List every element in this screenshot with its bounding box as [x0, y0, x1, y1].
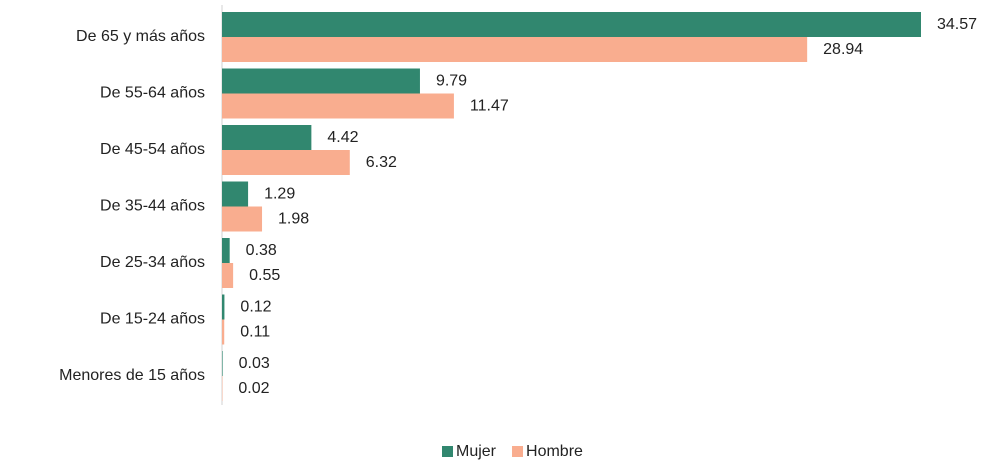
- category-label: De 55-64 años: [100, 85, 205, 102]
- value-label: 1.98: [278, 211, 309, 228]
- value-label: 1.29: [264, 186, 295, 203]
- value-label: 4.42: [327, 129, 358, 146]
- bar: [222, 181, 249, 207]
- value-label: 0.03: [239, 355, 270, 372]
- value-label: 28.94: [823, 41, 863, 58]
- value-label: 34.57: [937, 16, 977, 33]
- category-label: De 45-54 años: [100, 141, 205, 158]
- bar: [222, 238, 230, 263]
- value-label: 9.79: [436, 73, 467, 90]
- legend-label: Mujer: [456, 443, 497, 460]
- bar: [222, 125, 312, 150]
- bar: [222, 206, 263, 232]
- legend-swatch: [512, 446, 524, 457]
- category-label: Menores de 15 años: [59, 367, 205, 384]
- category-label: De 35-44 años: [100, 198, 205, 215]
- bar: [222, 150, 350, 175]
- category-label: De 65 y más años: [76, 28, 205, 45]
- category-label: De 25-34 años: [100, 254, 205, 271]
- value-label: 0.11: [240, 324, 270, 341]
- bar: [222, 294, 225, 320]
- value-label: 11.47: [470, 98, 509, 115]
- value-label: 0.38: [246, 242, 277, 259]
- value-label: 0.12: [240, 299, 271, 316]
- bar: [222, 37, 808, 62]
- bar: [222, 351, 223, 376]
- value-label: 6.32: [366, 154, 397, 171]
- legend-swatch: [442, 446, 453, 457]
- legend-label: Hombre: [526, 443, 583, 460]
- value-label: 0.02: [238, 380, 269, 397]
- value-label: 0.55: [249, 267, 280, 284]
- bar: [222, 68, 420, 94]
- bar: [222, 93, 454, 119]
- bar: [222, 12, 921, 37]
- bar: [222, 263, 234, 288]
- bar: [222, 319, 225, 345]
- category-label: De 15-24 años: [100, 311, 205, 328]
